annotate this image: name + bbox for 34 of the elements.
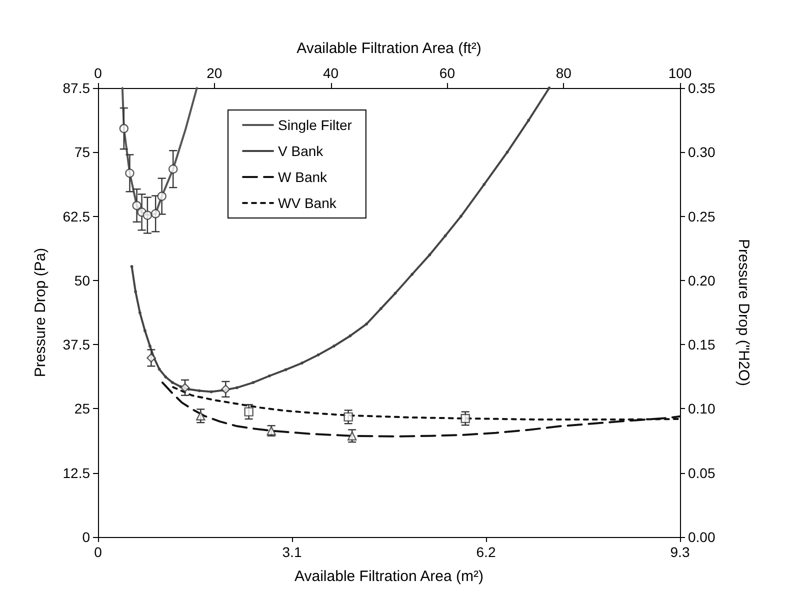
y-tick-label: 87.5 (62, 80, 90, 96)
legend-label: V Bank (278, 143, 324, 159)
y2-tick-label: 0.25 (688, 208, 716, 224)
x2-tick-label: 40 (323, 65, 339, 81)
legend-label: WV Bank (278, 195, 338, 211)
y2-tick-label: 0.05 (688, 464, 716, 481)
y-tick-label: 37.5 (62, 336, 90, 353)
y-tick-label: 75 (74, 144, 90, 160)
x-tick-label: 6.2 (476, 544, 496, 560)
y-tick-label: 62.5 (62, 208, 90, 224)
y2-tick-label: 0.35 (688, 80, 716, 96)
y-tick-label: 50 (74, 272, 90, 288)
x2-tick-label: 0 (94, 65, 102, 81)
x-tick-label: 0 (94, 544, 102, 560)
legend-label: Single Filter (278, 117, 352, 133)
y-tick-label: 0 (82, 529, 90, 545)
x2-tick-label: 60 (439, 65, 456, 81)
y-tick-label: 25 (74, 400, 90, 417)
x-axis-title: Available Filtration Area (m²) (294, 568, 484, 585)
x2-tick-label: 20 (206, 65, 222, 81)
y2-tick-label: 0.20 (688, 272, 716, 288)
y2-tick-label: 0.30 (688, 144, 716, 160)
y2-tick-label: 0.15 (688, 336, 716, 353)
x2-axis-title: Available Filtration Area (ft²) (296, 40, 482, 57)
x-tick-label: 3.1 (282, 544, 302, 560)
y2-tick-label: 0.10 (688, 400, 716, 417)
y-tick-label: 12.5 (62, 464, 90, 481)
y2-tick-label: 0.00 (688, 529, 716, 545)
x-tick-label: 9.3 (670, 544, 690, 560)
x2-tick-label: 80 (556, 65, 572, 81)
y2-axis-title: Pressure Drop ("H2O) (735, 238, 752, 386)
legend-label: W Bank (278, 169, 328, 185)
x2-tick-label: 100 (668, 65, 692, 81)
y-axis-title: Pressure Drop (Pa) (32, 248, 49, 378)
